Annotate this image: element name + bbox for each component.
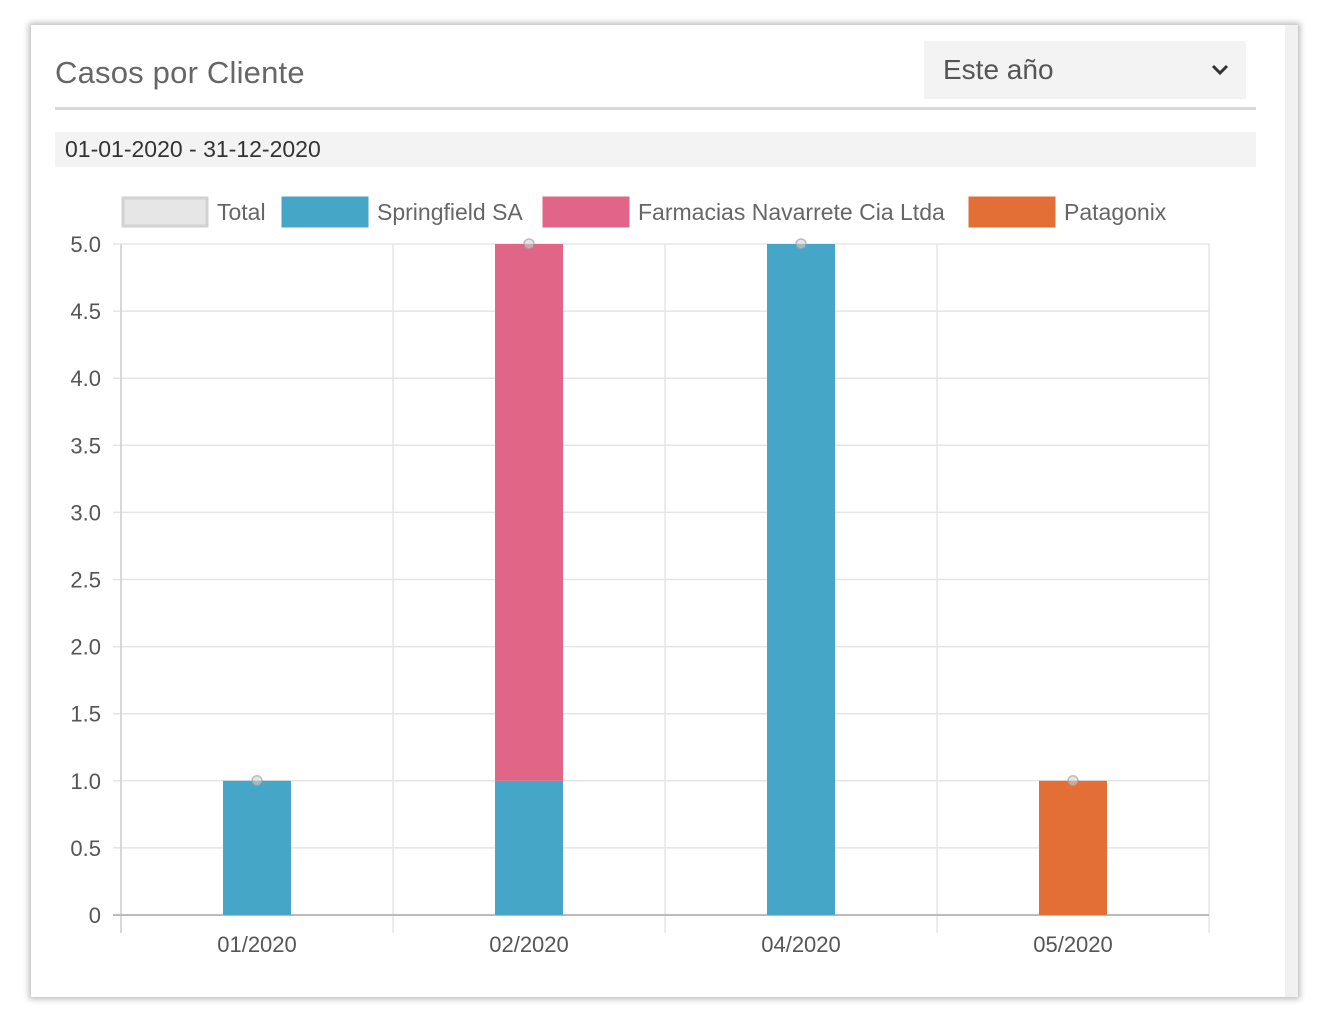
x-tick-label: 04/2020 — [761, 932, 841, 957]
period-select-value: Este año — [943, 54, 1054, 85]
legend-item: Total — [121, 196, 266, 228]
legend-swatch — [121, 196, 209, 228]
total-point — [251, 775, 263, 787]
bar-segment — [495, 244, 563, 781]
bar-segment — [223, 780, 291, 915]
bar-segment — [1039, 780, 1107, 915]
legend-label: Springfield SA — [377, 199, 523, 225]
y-tick-label: 2.0 — [70, 635, 101, 660]
total-point — [795, 238, 807, 250]
widget-title: Casos por Cliente — [55, 55, 305, 90]
y-tick-label: 3.5 — [70, 433, 101, 458]
legend-item: Springfield SA — [281, 196, 523, 228]
bar-segment — [767, 244, 835, 915]
x-tick-label: 02/2020 — [489, 932, 569, 957]
y-tick-label: 1.5 — [70, 702, 101, 727]
total-point — [523, 238, 535, 250]
y-tick-label: 3.0 — [70, 500, 101, 525]
bar-segment — [495, 780, 563, 915]
legend-swatch — [542, 196, 630, 228]
date-range: 01-01-2020 - 31-12-2020 — [55, 132, 1256, 167]
legend-label: Farmacias Navarrete Cia Ltda — [638, 199, 945, 225]
scrollbar-track[interactable] — [1285, 25, 1298, 997]
x-tick-label: 01/2020 — [217, 932, 297, 957]
y-tick-label: 4.5 — [70, 299, 101, 324]
legend-label: Total — [217, 199, 266, 225]
y-tick-label: 1.0 — [70, 769, 101, 794]
y-tick-label: 4.0 — [70, 366, 101, 391]
legend-label: Patagonix — [1064, 199, 1167, 225]
header-divider — [55, 107, 1256, 110]
legend-swatch — [968, 196, 1056, 228]
x-tick-label: 05/2020 — [1033, 932, 1113, 957]
y-tick-label: 0 — [89, 903, 101, 928]
legend-swatch — [281, 196, 369, 228]
card-body: Casos por Cliente Este año 01-01-2020 - … — [31, 25, 1285, 997]
legend-item: Patagonix — [968, 196, 1167, 228]
stacked-bar-chart: 0 0.5 1.0 1.5 2.0 2.5 3.0 3.5 4.0 4.5 5.0 01/2020 02… — [70, 196, 1210, 957]
y-tick-label: 0.5 — [70, 836, 101, 861]
legend-item: Farmacias Navarrete Cia Ltda — [542, 196, 945, 228]
chevron-down-icon — [1211, 64, 1229, 76]
total-point — [1067, 775, 1079, 787]
y-tick-label: 5.0 — [70, 232, 101, 257]
period-select[interactable]: Este año — [924, 41, 1246, 99]
chart-card: Casos por Cliente Este año 01-01-2020 - … — [31, 25, 1298, 997]
y-tick-label: 2.5 — [70, 568, 101, 593]
